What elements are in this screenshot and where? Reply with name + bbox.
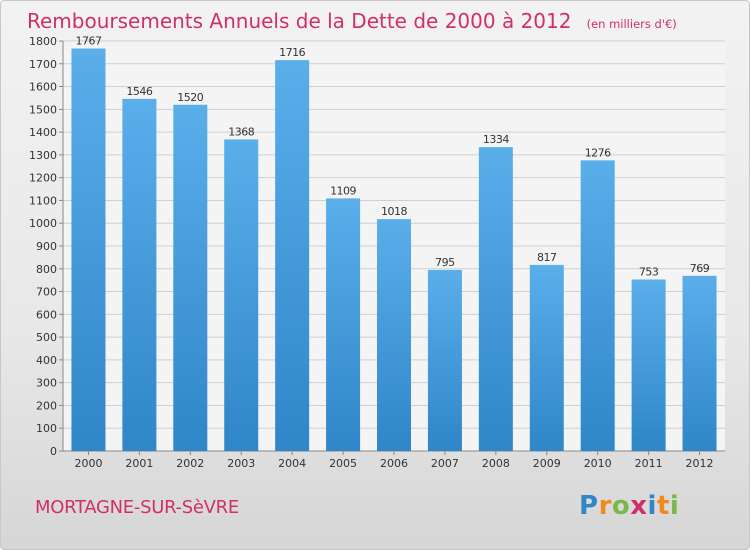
commune-name: MORTAGNE-SUR-SèVRE bbox=[35, 497, 239, 518]
x-tick-label: 2007 bbox=[431, 457, 459, 470]
x-tick-label: 2012 bbox=[686, 457, 714, 470]
y-tick-label: 900 bbox=[36, 240, 57, 253]
y-tick-label: 0 bbox=[50, 445, 57, 458]
x-tick-label: 2010 bbox=[584, 457, 612, 470]
y-tick-label: 200 bbox=[36, 399, 57, 412]
chart-title: Remboursements Annuels de la Dette de 20… bbox=[27, 9, 572, 33]
y-tick-label: 1500 bbox=[29, 103, 57, 116]
logo-letter: P bbox=[579, 491, 599, 521]
y-tick-label: 1600 bbox=[29, 81, 57, 94]
bar-value-label: 753 bbox=[639, 265, 659, 278]
y-tick-label: 1800 bbox=[29, 35, 57, 48]
y-tick-label: 400 bbox=[36, 354, 57, 367]
bar bbox=[326, 198, 361, 451]
bar bbox=[377, 219, 411, 451]
y-tick-label: 500 bbox=[36, 331, 57, 344]
bar bbox=[122, 98, 157, 451]
bar bbox=[682, 275, 717, 451]
y-tick-label: 1700 bbox=[29, 58, 57, 71]
y-tick-label: 100 bbox=[36, 422, 57, 435]
y-tick-label: 600 bbox=[36, 308, 57, 321]
bar bbox=[580, 160, 615, 451]
bar bbox=[71, 48, 106, 452]
logo-letter: i bbox=[669, 491, 680, 521]
proxiti-logo: Proxiti bbox=[579, 491, 679, 521]
title-row: Remboursements Annuels de la Dette de 20… bbox=[27, 9, 677, 33]
bar bbox=[173, 104, 208, 452]
bar-value-label: 1716 bbox=[279, 46, 305, 59]
y-tick-label: 800 bbox=[36, 263, 57, 276]
logo-letter: x bbox=[630, 491, 648, 521]
bar-value-label: 1018 bbox=[381, 205, 407, 218]
data-labels: 1767 1546 1520 1368 1716 1109 1018 795 1334 817 12… bbox=[75, 35, 710, 279]
bar-value-label: 769 bbox=[690, 262, 710, 275]
bar bbox=[529, 264, 564, 451]
x-tick-label: 2000 bbox=[74, 457, 102, 470]
x-tick-label: 2008 bbox=[482, 457, 510, 470]
bar bbox=[427, 269, 462, 451]
bar bbox=[224, 139, 259, 451]
bar-value-label: 795 bbox=[435, 256, 455, 269]
logo-letter: o bbox=[611, 491, 631, 521]
y-tick-label: 1300 bbox=[29, 149, 57, 162]
x-tick-label: 2006 bbox=[380, 457, 408, 470]
bar-value-label: 817 bbox=[537, 251, 557, 264]
y-axis: 0 100 200 300 400 500 600 700 800 900 1000 1100 1200… bbox=[29, 35, 64, 458]
bar-value-label: 1334 bbox=[483, 133, 509, 146]
x-tick-label: 2001 bbox=[125, 457, 153, 470]
logo-letter: t bbox=[656, 491, 670, 521]
x-tick-label: 2009 bbox=[533, 457, 561, 470]
x-tick-label: 2005 bbox=[329, 457, 357, 470]
x-axis: 2000 2001 2002 2003 2004 2005 2006 2007 2008 2009… bbox=[63, 450, 725, 470]
bar-value-label: 1276 bbox=[585, 146, 611, 159]
y-tick-label: 700 bbox=[36, 286, 57, 299]
x-tick-label: 2002 bbox=[176, 457, 204, 470]
x-tick-label: 2003 bbox=[227, 457, 255, 470]
y-tick-label: 300 bbox=[36, 377, 57, 390]
bar-value-label: 1368 bbox=[228, 125, 254, 138]
x-tick-label: 2011 bbox=[635, 457, 663, 470]
y-tick-label: 1200 bbox=[29, 172, 57, 185]
bar-value-label: 1520 bbox=[177, 91, 203, 104]
x-tick-label: 2004 bbox=[278, 457, 306, 470]
bars bbox=[71, 48, 717, 452]
bar-value-label: 1767 bbox=[75, 35, 101, 48]
logo-letter: r bbox=[598, 491, 612, 521]
y-tick-label: 1400 bbox=[29, 126, 57, 139]
bar-value-label: 1109 bbox=[330, 184, 356, 197]
y-tick-label: 1000 bbox=[29, 217, 57, 230]
bar bbox=[631, 279, 666, 451]
y-tick-label: 1100 bbox=[29, 194, 57, 207]
bar bbox=[478, 147, 513, 451]
bar bbox=[275, 60, 310, 452]
chart-subtitle: (en milliers d'€) bbox=[586, 17, 677, 31]
logo-letter: i bbox=[647, 491, 657, 521]
bar-value-label: 1546 bbox=[126, 85, 152, 98]
